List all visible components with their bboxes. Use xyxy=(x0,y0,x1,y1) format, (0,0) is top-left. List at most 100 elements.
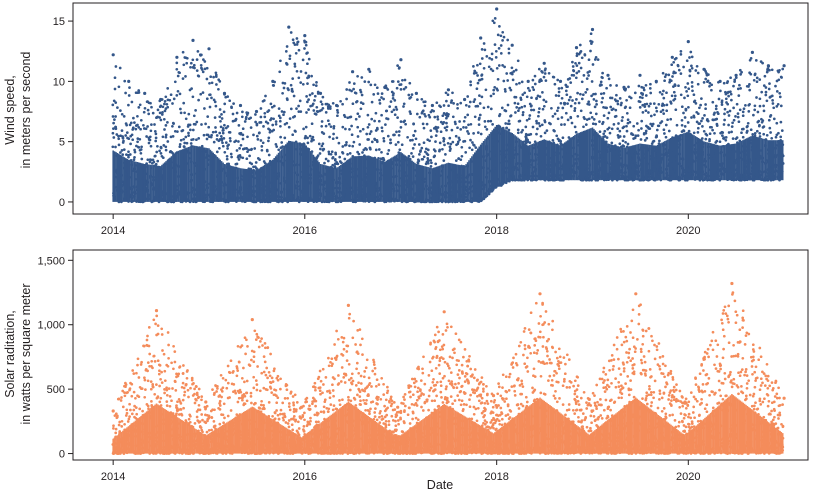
wind-speed-point xyxy=(510,89,513,92)
wind-speed-point xyxy=(600,81,603,84)
wind-speed-point xyxy=(731,125,734,128)
wind-speed-point xyxy=(545,79,548,82)
wind-speed-point xyxy=(236,163,239,166)
wind-speed-point xyxy=(479,114,482,117)
wind-speed-point xyxy=(235,118,238,121)
wind-speed-point xyxy=(743,107,746,110)
wind-speed-point xyxy=(523,91,526,94)
wind-speed-point xyxy=(356,100,359,103)
wind-speed-point xyxy=(223,124,226,127)
wind-speed-point xyxy=(608,112,611,115)
wind-speed-point xyxy=(476,74,479,77)
wind-speed-point xyxy=(602,132,605,135)
wind-speed-point xyxy=(332,133,335,136)
wind-speed-point xyxy=(297,76,300,79)
wind-speed-point xyxy=(775,122,778,125)
wind-speed-point xyxy=(725,136,728,139)
wind-speed-point xyxy=(498,64,501,67)
wind-speed-point xyxy=(411,139,414,142)
wind-speed-point xyxy=(260,121,263,124)
wind-speed-point xyxy=(230,156,233,159)
wind-speed-point xyxy=(378,99,381,102)
wind-speed-point xyxy=(336,136,339,139)
wind-speed-point xyxy=(155,133,158,136)
wind-speed-point xyxy=(464,140,467,143)
wind-speed-point xyxy=(549,123,552,126)
wind-speed-point xyxy=(662,72,665,75)
wind-speed-point xyxy=(770,114,773,117)
wind-speed-point xyxy=(622,139,625,142)
wind-speed-point xyxy=(367,114,370,117)
wind-speed-point xyxy=(323,162,326,165)
wind-speed-point xyxy=(214,126,217,129)
wind-speed-point xyxy=(584,91,587,94)
wind-speed-point xyxy=(196,69,199,72)
wind-speed-point xyxy=(721,103,724,106)
wind-speed-point xyxy=(541,91,544,94)
wind-speed-point xyxy=(437,118,440,121)
wind-speed-point xyxy=(240,144,243,147)
wind-speed-point xyxy=(189,129,192,132)
wind-speed-point xyxy=(281,110,284,113)
wind-speed-point xyxy=(674,98,677,101)
wind-speed-point xyxy=(124,134,127,137)
wind-speed-point xyxy=(737,116,740,119)
wind-speed-point xyxy=(711,129,714,132)
solar-radiation-point xyxy=(130,395,133,398)
wind-speed-point xyxy=(245,157,248,160)
wind-speed-point xyxy=(275,120,278,123)
wind-speed-point xyxy=(155,137,158,140)
wind-speed-point xyxy=(227,163,230,166)
wind-speed-point xyxy=(136,115,139,118)
wind-speed-point xyxy=(721,131,724,134)
wind-speed-point xyxy=(376,140,379,143)
wind-speed-point xyxy=(629,121,632,124)
wind-speed-point xyxy=(133,149,136,152)
wind-speed-point xyxy=(163,103,166,106)
wind-speed-point xyxy=(691,67,694,70)
wind-speed-point xyxy=(733,79,736,82)
wind-speed-point xyxy=(468,146,471,149)
wind-speed-point xyxy=(671,75,674,78)
wind-speed-point xyxy=(164,110,167,113)
wind-speed-point xyxy=(441,148,444,151)
wind-speed-point xyxy=(175,68,178,71)
wind-speed-point xyxy=(403,119,406,122)
wind-speed-point xyxy=(122,136,125,139)
wind-speed-point xyxy=(667,74,670,77)
wind-speed-point xyxy=(372,93,375,96)
wind-speed-point xyxy=(182,129,185,132)
wind-speed-point xyxy=(629,106,632,109)
wind-speed-point xyxy=(355,92,358,95)
wind-speed-point xyxy=(665,109,668,112)
wind-speed-point xyxy=(345,144,348,147)
wind-speed-point xyxy=(691,85,694,88)
wind-speed-point xyxy=(358,115,361,118)
wind-speed-point xyxy=(371,141,374,144)
wind-speed-point xyxy=(703,114,706,117)
wind-speed-point xyxy=(320,125,323,128)
wind-speed-point xyxy=(532,88,535,91)
wind-speed-point xyxy=(571,122,574,125)
wind-speed-point xyxy=(684,116,687,119)
wind-speed-point xyxy=(297,105,300,108)
wind-speed-point xyxy=(339,100,342,103)
wind-speed-point xyxy=(548,72,551,75)
wind-speed-point xyxy=(250,126,253,129)
wind-speed-point xyxy=(753,79,756,82)
wind-speed-point xyxy=(262,125,265,128)
wind-speed-point xyxy=(476,87,479,90)
wind-speed-point xyxy=(588,70,591,73)
wind-speed-point xyxy=(422,123,425,126)
wind-speed-point xyxy=(316,110,319,113)
wind-speed-point xyxy=(689,51,692,54)
wind-speed-point xyxy=(424,115,427,118)
wind-speed-point xyxy=(498,115,501,118)
wind-speed-point xyxy=(465,104,468,107)
wind-speed-point xyxy=(360,76,363,79)
wind-speed-point xyxy=(156,145,159,148)
wind-speed-point xyxy=(131,101,134,104)
wind-speed-point xyxy=(645,84,648,87)
wind-speed-point xyxy=(113,118,116,121)
